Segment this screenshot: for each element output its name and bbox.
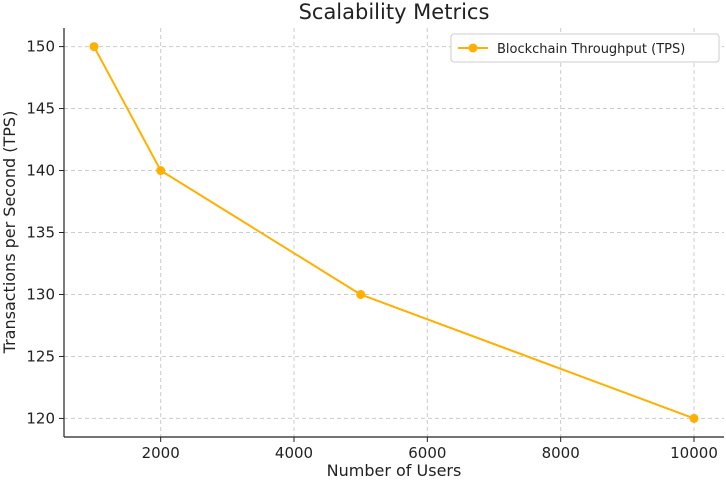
- data-point: [89, 42, 99, 52]
- series: [89, 42, 699, 423]
- y-tick-label: 145: [26, 100, 55, 118]
- y-tick-label: 150: [26, 38, 55, 56]
- legend-box: [450, 33, 720, 63]
- data-point: [356, 289, 366, 299]
- x-ticks: 2000 4000 6000 8000 10000: [142, 437, 718, 462]
- x-tick-label: 2000: [142, 444, 180, 462]
- x-tick-label: 6000: [408, 444, 446, 462]
- chart-title: Scalability Metrics: [299, 0, 490, 24]
- data-point: [156, 166, 166, 176]
- x-tick-label: 8000: [542, 444, 580, 462]
- x-tick-label: 4000: [275, 444, 313, 462]
- legend-label: Blockchain Throughput (TPS): [497, 42, 685, 57]
- legend: Blockchain Throughput (TPS): [450, 33, 720, 63]
- y-tick-label: 135: [26, 224, 55, 242]
- series-line: [93, 46, 695, 420]
- y-tick-label: 140: [26, 162, 55, 180]
- y-axis-label: Transactions per Second (TPS): [0, 111, 19, 355]
- y-tick-label: 130: [26, 285, 55, 303]
- grid: [64, 28, 724, 437]
- y-tick-label: 125: [26, 347, 55, 365]
- data-point: [689, 413, 699, 423]
- y-ticks: 120 125 130 135 140 145 150: [26, 38, 64, 427]
- y-tick-label: 120: [26, 409, 55, 427]
- x-axis-label: Number of Users: [327, 461, 462, 480]
- legend-marker: [468, 43, 478, 53]
- x-tick-label: 10000: [670, 444, 718, 462]
